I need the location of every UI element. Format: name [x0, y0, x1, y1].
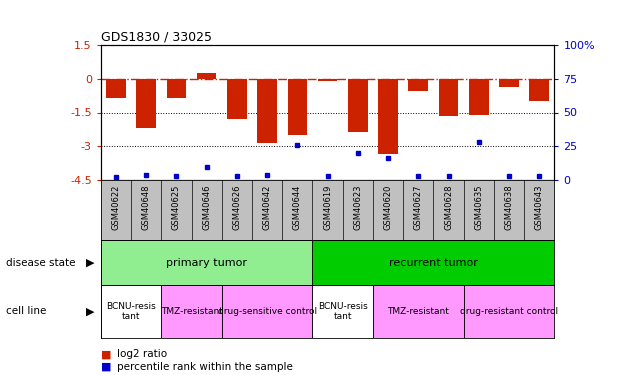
Bar — [312, 285, 373, 338]
Bar — [136, 79, 156, 128]
Text: BCNU-resis
tant: BCNU-resis tant — [106, 302, 156, 321]
Bar — [408, 79, 428, 91]
Bar — [106, 79, 126, 98]
Bar — [464, 285, 554, 338]
Text: GSM40619: GSM40619 — [323, 185, 332, 230]
Bar — [438, 79, 459, 116]
Bar — [378, 79, 398, 154]
Bar — [529, 79, 549, 101]
Text: GSM40627: GSM40627 — [414, 185, 423, 230]
Bar — [101, 285, 161, 338]
Bar — [312, 240, 554, 285]
Bar — [101, 240, 312, 285]
Text: cell line: cell line — [6, 306, 47, 316]
Text: GSM40628: GSM40628 — [444, 185, 453, 230]
Bar — [373, 285, 464, 338]
Text: recurrent tumor: recurrent tumor — [389, 258, 478, 267]
Text: TMZ-resistant: TMZ-resistant — [161, 307, 222, 316]
Bar — [318, 79, 338, 81]
Text: disease state: disease state — [6, 258, 76, 267]
Text: drug-sensitive control: drug-sensitive control — [217, 307, 317, 316]
Text: ■: ■ — [101, 362, 112, 372]
Text: GSM40646: GSM40646 — [202, 185, 211, 230]
Text: GDS1830 / 33025: GDS1830 / 33025 — [101, 31, 212, 44]
Text: GSM40642: GSM40642 — [263, 185, 272, 230]
Text: GSM40638: GSM40638 — [505, 185, 513, 230]
Text: GSM40625: GSM40625 — [172, 185, 181, 230]
Text: GSM40626: GSM40626 — [232, 185, 241, 230]
Text: ■: ■ — [101, 350, 112, 359]
Text: GSM40623: GSM40623 — [353, 185, 362, 230]
Text: ▶: ▶ — [86, 306, 94, 316]
Text: ▶: ▶ — [86, 258, 94, 267]
Text: GSM40635: GSM40635 — [474, 185, 483, 230]
Bar — [166, 79, 186, 98]
Bar — [227, 79, 247, 119]
Text: primary tumor: primary tumor — [166, 258, 247, 267]
Bar — [348, 79, 368, 132]
Text: percentile rank within the sample: percentile rank within the sample — [117, 362, 292, 372]
Bar — [197, 73, 217, 79]
Text: GSM40620: GSM40620 — [384, 185, 392, 230]
Text: BCNU-resis
tant: BCNU-resis tant — [318, 302, 367, 321]
Bar — [257, 79, 277, 143]
Text: GSM40643: GSM40643 — [535, 185, 544, 230]
Text: GSM40622: GSM40622 — [112, 185, 120, 230]
Bar — [161, 285, 222, 338]
Text: drug-resistant control: drug-resistant control — [460, 307, 558, 316]
Text: log2 ratio: log2 ratio — [117, 350, 167, 359]
Bar — [469, 79, 489, 115]
Bar — [499, 79, 519, 87]
Text: TMZ-resistant: TMZ-resistant — [387, 307, 449, 316]
Bar — [222, 285, 312, 338]
Bar — [287, 79, 307, 135]
Text: GSM40644: GSM40644 — [293, 185, 302, 230]
Text: GSM40648: GSM40648 — [142, 185, 151, 230]
